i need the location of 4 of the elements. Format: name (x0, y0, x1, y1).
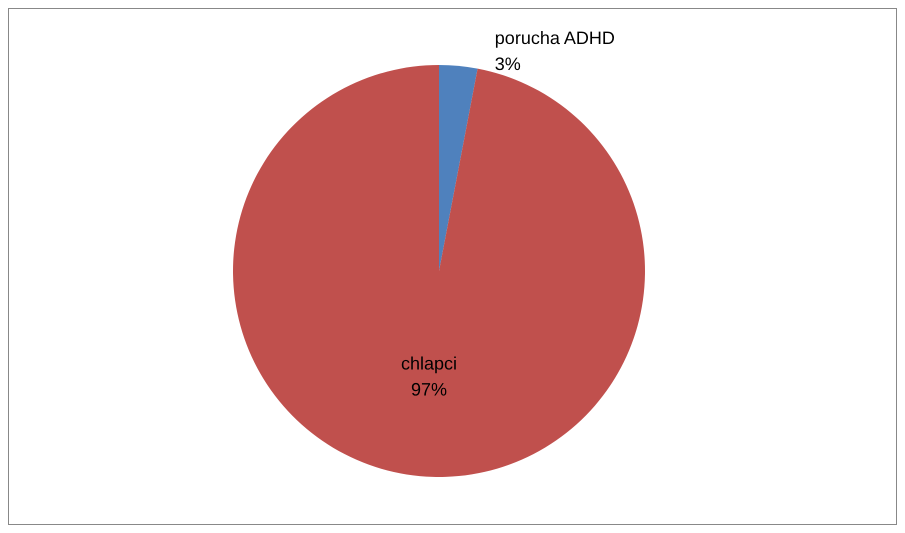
slice-label: porucha ADHD (494, 28, 615, 48)
data-label: 97% (411, 380, 448, 400)
data-label: 3% (494, 54, 521, 74)
slice-label: chlapci (401, 354, 458, 374)
